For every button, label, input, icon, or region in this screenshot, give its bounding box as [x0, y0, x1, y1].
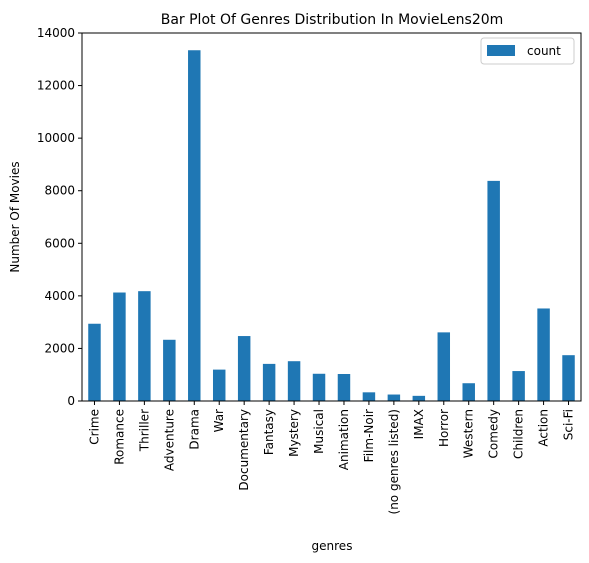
x-tick-label: Musical — [312, 409, 326, 454]
x-axis-label: genres — [312, 539, 353, 553]
x-tick-label: Horror — [437, 409, 451, 447]
bar-no-genres-listed — [387, 394, 401, 401]
x-tick-label: Thriller — [137, 409, 151, 452]
bar-imax — [412, 395, 426, 401]
bar-children — [512, 371, 525, 401]
y-tick-label: 4000 — [44, 289, 75, 303]
bar-action — [537, 308, 550, 401]
bar-documentary — [237, 336, 251, 401]
bar-thriller — [138, 291, 151, 401]
x-tick-label: Mystery — [287, 409, 301, 457]
bar-war — [212, 369, 226, 401]
y-tick-label: 10000 — [37, 131, 75, 145]
y-tick-label: 2000 — [44, 341, 75, 355]
x-tick-label: Adventure — [162, 409, 176, 471]
x-tick-label: Documentary — [237, 409, 251, 491]
bar-adventure — [163, 339, 176, 401]
x-tick-label: Fantasy — [262, 409, 276, 455]
bar-fantasy — [262, 363, 276, 401]
bar-romance — [113, 292, 126, 401]
y-tick-label: 8000 — [44, 184, 75, 198]
legend-box — [480, 37, 575, 65]
x-tick-label: (no genres listed) — [387, 409, 401, 514]
x-ticks: Crime Romance Thriller Adventure Drama War Doc… — [87, 401, 576, 514]
y-tick-label: 6000 — [44, 236, 75, 250]
x-tick-label: Romance — [112, 409, 126, 465]
y-axis-label: Number Of Movies — [8, 161, 22, 272]
bars-group — [88, 50, 575, 401]
legend-label: count — [527, 44, 561, 58]
legend: count — [480, 37, 575, 65]
chart-title: Bar Plot Of Genres Distribution In Movie… — [161, 12, 504, 28]
x-tick-label: Crime — [87, 409, 101, 445]
bar-western — [462, 383, 475, 401]
bar-musical — [312, 373, 326, 401]
legend-swatch — [487, 45, 515, 56]
bar-drama — [188, 50, 201, 401]
x-tick-label: Animation — [337, 409, 351, 470]
x-tick-label: Comedy — [487, 409, 501, 459]
y-tick-label: 0 — [67, 394, 75, 408]
x-tick-label: Action — [537, 409, 551, 447]
x-tick-label: Film-Noir — [362, 409, 376, 462]
x-tick-label: Sci-Fi — [562, 409, 576, 440]
bar-horror — [437, 332, 451, 401]
y-tick-label: 14000 — [37, 26, 75, 40]
bar-sci-fi — [562, 355, 575, 401]
bar-animation — [337, 374, 351, 401]
bar-mystery — [287, 361, 301, 401]
x-tick-label: IMAX — [412, 409, 426, 439]
x-tick-label: War — [212, 409, 226, 432]
bar-comedy — [487, 180, 500, 401]
x-tick-label: Drama — [187, 409, 201, 450]
x-tick-label: Western — [462, 409, 476, 458]
y-tick-label: 12000 — [37, 79, 75, 93]
bar-crime — [88, 323, 101, 401]
x-tick-label: Children — [512, 409, 526, 459]
bar-film-noir — [362, 392, 376, 401]
plot-frame — [81, 32, 582, 402]
y-ticks: 0 2000 4000 6000 8000 10000 12000 14000 — [37, 26, 82, 408]
